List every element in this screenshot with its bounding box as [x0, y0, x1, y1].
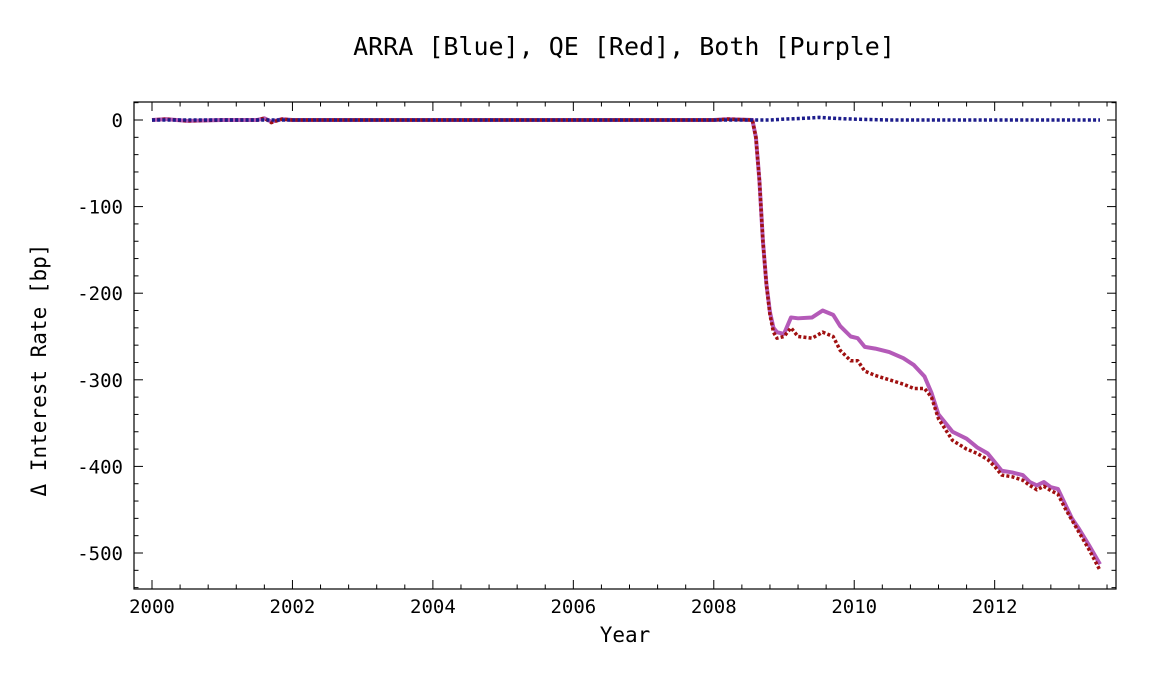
axis-ticks — [134, 102, 1116, 589]
series-line-both — [151, 116, 1102, 566]
series-line-arra — [152, 115, 1100, 122]
y-tick-label: 0 — [112, 110, 123, 132]
chart-title: ARRA [Blue], QE [Red], Both [Purple] — [353, 32, 895, 61]
x-axis-label: Year — [600, 623, 651, 647]
series-group — [151, 115, 1102, 572]
y-tick-label: -300 — [77, 370, 123, 392]
y-tick-label: -500 — [77, 543, 123, 565]
plot-frame — [133, 101, 1117, 590]
x-tick-label: 2002 — [270, 596, 316, 618]
tick-labels: 2000 2002 2004 2006 2008 2010 2012 0 -100 -200 -30… — [77, 110, 1017, 618]
x-tick-label: 2008 — [691, 596, 737, 618]
x-tick-label: 2006 — [550, 596, 596, 618]
y-tick-label: -100 — [77, 197, 123, 219]
x-tick-label: 2000 — [129, 596, 175, 618]
y-tick-label: -400 — [77, 456, 123, 478]
x-tick-label: 2010 — [831, 596, 877, 618]
y-axis-label: Δ Interest Rate [bp] — [27, 244, 51, 497]
series-line-qe — [151, 116, 1102, 572]
y-tick-label: -200 — [77, 283, 123, 305]
x-tick-label: 2012 — [972, 596, 1018, 618]
x-tick-label: 2004 — [410, 596, 456, 618]
